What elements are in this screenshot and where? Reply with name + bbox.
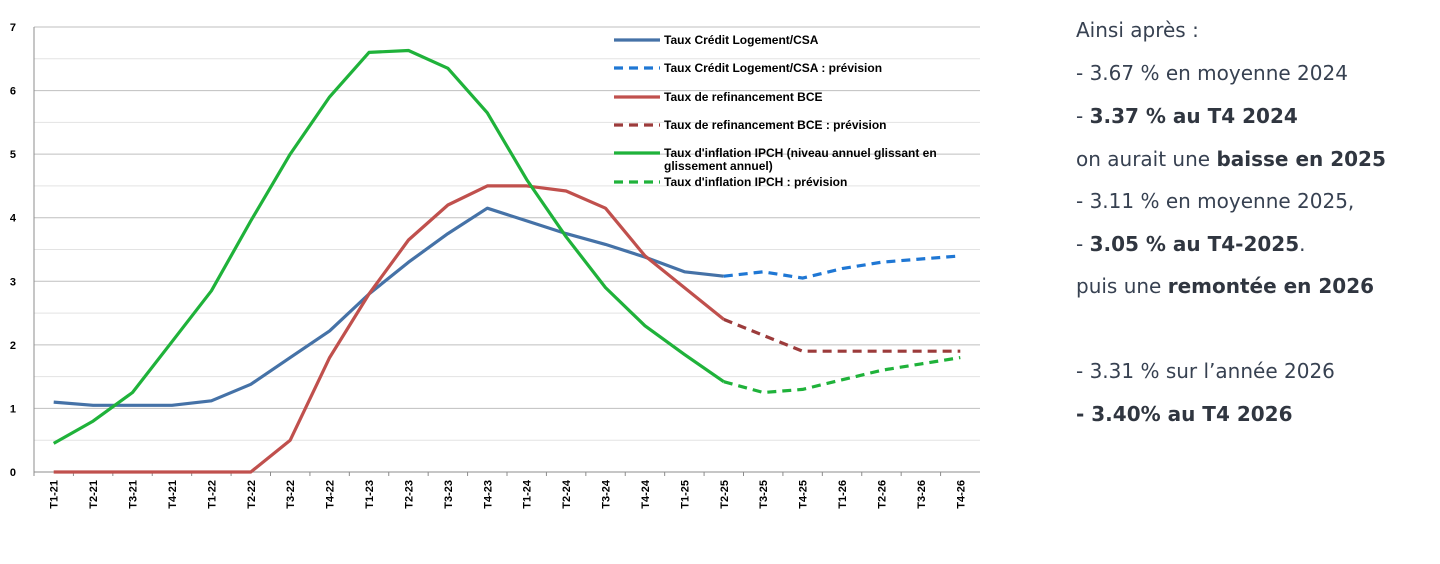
y-tick-label: 6 [10, 86, 16, 98]
note-line-6-prefix: - [1076, 232, 1090, 256]
x-tick-label: T2-25 [719, 480, 731, 509]
x-tick-label: T1-22 [206, 480, 218, 509]
note-line-3-bold: 3.37 % au T4 2024 [1089, 104, 1298, 128]
x-tick-label: T1-24 [522, 479, 534, 509]
note-line-9: - 3.40% au T4 2026 [1076, 404, 1293, 424]
note-line-3: - 3.37 % au T4 2024 [1076, 106, 1298, 126]
x-tick-label: T3-22 [285, 480, 297, 509]
y-tick-label: 1 [10, 403, 16, 415]
y-axis-ticks: 0 1 2 3 4 5 6 7 [10, 22, 17, 479]
note-line-5: - 3.11 % en moyenne 2025, [1076, 189, 1355, 213]
note-line-4-bold: baisse en 2025 [1216, 147, 1386, 171]
series-lines [52, 48, 961, 474]
x-tick-label: T3-25 [758, 480, 770, 509]
x-tick-label: T2-21 [88, 480, 100, 509]
x-tick-label: T4-26 [955, 480, 967, 509]
note-line-7-prefix: puis une [1076, 274, 1168, 298]
legend: Taux Crédit Logement/CSA Taux Crédit Loge… [614, 33, 937, 189]
series-line-2 [53, 184, 725, 474]
legend-label-5: Taux d'inflation IPCH : prévision [664, 175, 847, 189]
x-tick-label: T1-26 [837, 480, 849, 509]
series-line-5 [723, 356, 961, 395]
grid-lines [34, 26, 980, 473]
note-line-2: - 3.67 % en moyenne 2024 [1076, 61, 1348, 85]
x-tick-label: T3-24 [601, 479, 613, 509]
note-line-8: - 3.31 % sur l’année 2026 [1076, 359, 1335, 383]
legend-label-3: Taux de refinancement BCE : prévision [664, 118, 887, 132]
x-tick-label: T1-21 [49, 480, 61, 509]
x-tick-label: T2-22 [246, 480, 258, 509]
legend-label-0: Taux Crédit Logement/CSA [664, 33, 819, 47]
x-tick-label: T4-21 [167, 480, 179, 509]
note-line-4: on aurait une baisse en 2025 [1076, 149, 1386, 169]
x-tick-label: T4-22 [325, 480, 337, 509]
y-tick-label: 5 [10, 149, 16, 161]
y-tick-label: 2 [10, 340, 16, 352]
note-line-3-prefix: - [1076, 104, 1090, 128]
series-line-0 [53, 206, 724, 407]
x-tick-label: T3-26 [916, 480, 928, 509]
x-tick-label: T2-24 [561, 479, 573, 509]
x-tick-label: T4-25 [798, 480, 810, 509]
note-line-1: Ainsi après : [1076, 18, 1199, 42]
x-tick-label: T2-23 [403, 480, 415, 509]
series-line-4 [52, 48, 725, 445]
x-tick-label: T2-26 [876, 480, 888, 509]
x-tick-label: T3-21 [128, 480, 140, 509]
series-line-3 [723, 317, 961, 353]
y-tick-label: 3 [10, 276, 16, 288]
note-line-9-bold: - 3.40% au T4 2026 [1076, 402, 1293, 426]
y-tick-label: 7 [10, 22, 16, 34]
x-tick-label: T1-25 [679, 480, 691, 509]
note-line-6-bold: 3.05 % au T4-2025 [1089, 232, 1300, 256]
note-line-4-prefix: on aurait une [1076, 147, 1217, 171]
legend-label-1: Taux Crédit Logement/CSA : prévision [664, 61, 882, 75]
note-line-7: puis une remontée en 2026 [1076, 276, 1374, 296]
x-tick-label: T3-23 [443, 480, 455, 509]
legend-label-2: Taux de refinancement BCE [664, 90, 822, 104]
y-tick-label: 0 [10, 467, 16, 479]
x-tick-label: T1-23 [364, 480, 376, 509]
legend-label-4: Taux d'inflation IPCH (niveau annuel gli… [664, 146, 937, 173]
x-tick-label: T4-23 [482, 480, 494, 509]
series-line-1 [723, 254, 961, 280]
x-tick-label: T4-24 [640, 479, 652, 509]
x-axis-ticks: T1-21 T2-21 T3-21 T4-21 T1-22 T2-22 T3-22 T4-22… [33, 472, 967, 509]
note-line-7-bold: remontée en 2026 [1167, 274, 1375, 298]
note-line-6: - 3.05 % au T4-2025. [1076, 234, 1305, 254]
note-line-6-suffix: . [1299, 232, 1306, 256]
y-tick-label: 4 [10, 213, 17, 225]
